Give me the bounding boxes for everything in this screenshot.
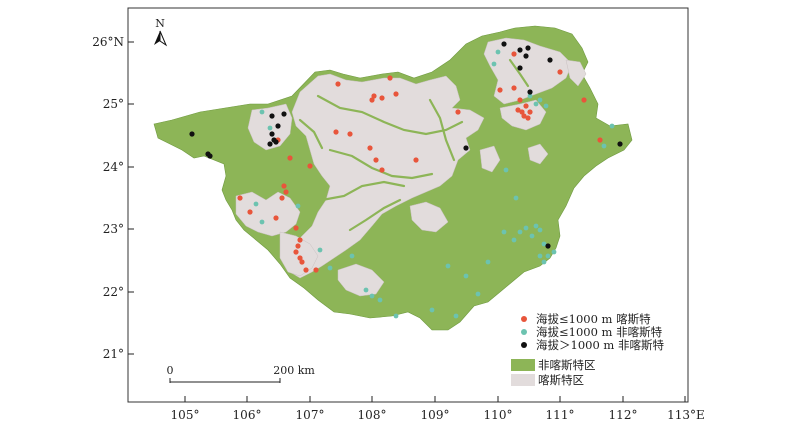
lon-label: 110° — [484, 408, 513, 422]
lon-label: 107° — [296, 408, 325, 422]
legend-label: 喀斯特区 — [538, 373, 584, 387]
lat-label: 23° — [103, 222, 124, 236]
lat-label: 25° — [103, 97, 124, 111]
longitude-ticks — [184, 396, 686, 402]
latitude-labels: 26°N 25° 24° 23° 22° 21° — [92, 35, 124, 361]
scale-bar: 0 200 km — [167, 364, 315, 383]
legend-label: 海拔≤1000 m 非喀斯特 — [536, 325, 663, 339]
legend-label: 海拔≤1000 m 喀斯特 — [536, 312, 651, 326]
lat-label: 21° — [103, 347, 124, 361]
legend-label: 海拔＞1000 m 非喀斯特 — [536, 338, 664, 352]
lat-label: 22° — [103, 285, 124, 299]
legend: 海拔≤1000 m 喀斯特 海拔≤1000 m 非喀斯特 海拔＞1000 m 非… — [511, 312, 664, 387]
legend-swatch-non-karst-area — [511, 359, 535, 371]
lon-label: 105° — [171, 408, 200, 422]
lon-label: 111° — [546, 408, 575, 422]
points-nonkarst-low — [253, 49, 615, 319]
legend-label: 非喀斯特区 — [538, 358, 596, 372]
lon-label: 108° — [358, 408, 387, 422]
lon-label: 112° — [609, 408, 638, 422]
lon-label: 106° — [233, 408, 262, 422]
legend-swatch-nonkarst-high — [521, 342, 527, 348]
north-arrow-icon: N — [154, 17, 168, 47]
longitude-labels: 105° 106° 107° 108° 109° 110° 111° 112° … — [171, 408, 705, 422]
lat-label: 26°N — [92, 35, 124, 49]
lat-label: 24° — [103, 160, 124, 174]
north-label: N — [155, 17, 165, 30]
points-nonkarst-high — [189, 41, 623, 249]
legend-swatch-karst-low — [521, 316, 527, 322]
scale-end-label: 200 km — [273, 364, 315, 377]
karst-region — [235, 37, 587, 297]
lon-label: 109° — [421, 408, 450, 422]
lon-label: 113°E — [667, 408, 705, 422]
scale-start-label: 0 — [167, 364, 174, 377]
latitude-ticks — [128, 41, 134, 355]
map-frame — [127, 7, 689, 403]
legend-swatch-karst-area — [511, 374, 535, 386]
river-channels — [298, 58, 530, 232]
legend-swatch-nonkarst-low — [521, 329, 527, 335]
